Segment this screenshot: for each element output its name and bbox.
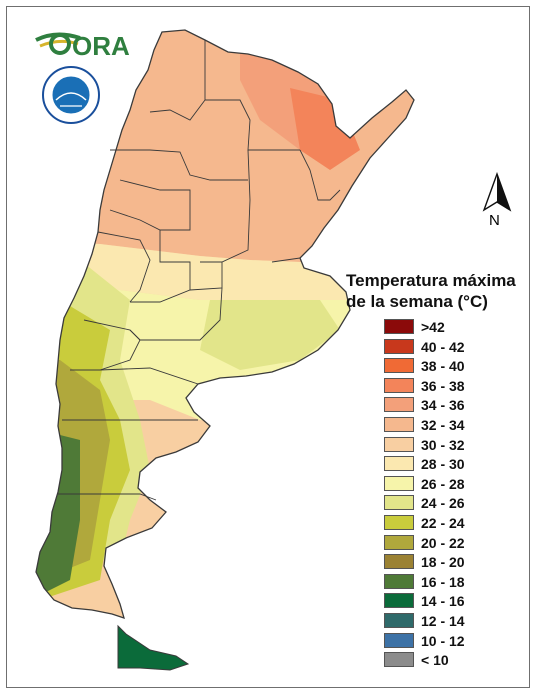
legend-swatch — [384, 397, 414, 413]
legend-label: 18 - 20 — [421, 554, 465, 571]
smn-seal — [42, 66, 100, 124]
legend-label: >42 — [421, 319, 445, 335]
tierra-del-fuego — [117, 624, 190, 671]
legend-swatch — [384, 593, 414, 609]
legend-swatch — [384, 377, 414, 393]
legend-swatch — [384, 338, 414, 354]
legend-label: 32 - 34 — [421, 417, 465, 433]
legend-item: 38 - 40 — [384, 357, 524, 376]
legend-item: 28 - 30 — [384, 455, 524, 474]
legend-item: >42 — [384, 318, 524, 337]
legend-swatch — [384, 652, 414, 668]
temperature-zone — [200, 300, 340, 370]
legend-item: 14 - 16 — [384, 592, 524, 611]
legend-item: 22 - 24 — [384, 514, 524, 533]
legend-swatch — [384, 613, 414, 628]
legend-item: 12 - 14 — [384, 612, 524, 631]
legend-swatch — [384, 319, 414, 334]
north-label: N — [489, 212, 500, 229]
legend-label: 28 - 30 — [421, 456, 465, 473]
legend-title-line1: Temperatura máxima — [346, 271, 516, 290]
legend-item: < 10 — [384, 651, 524, 670]
legend-item: 30 - 32 — [384, 436, 524, 455]
legend-swatch — [384, 417, 414, 432]
legend-swatch — [384, 436, 414, 452]
legend-label: 14 - 16 — [421, 593, 465, 610]
legend-label: 38 - 40 — [421, 358, 465, 375]
legend-item: 32 - 34 — [384, 416, 524, 435]
legend-item: 10 - 12 — [384, 632, 524, 651]
north-arrow: N — [480, 171, 514, 232]
legend-swatch — [384, 632, 414, 648]
legend-item: 18 - 20 — [384, 553, 524, 572]
province-boundaries — [58, 40, 341, 501]
legend-item: 20 - 22 — [384, 534, 524, 553]
legend-label: < 10 — [421, 652, 449, 669]
legend-swatch — [384, 456, 414, 472]
ora-logo-text: ORA — [72, 31, 130, 61]
legend-label: 26 - 28 — [421, 475, 465, 492]
legend-item: 24 - 26 — [384, 494, 524, 513]
legend-label: 36 - 38 — [421, 377, 465, 394]
legend-swatch — [384, 573, 414, 589]
legend-swatch — [384, 495, 414, 511]
legend-label: 24 - 26 — [421, 495, 465, 512]
north-arrow-icon — [482, 171, 512, 212]
legend-item: 40 - 42 — [384, 338, 524, 357]
legend-title-line2: de la semana (°C) — [346, 292, 488, 311]
legend-title: Temperatura máxima de la semana (°C) — [346, 270, 526, 312]
legend-swatch — [384, 475, 414, 491]
legend-label: 10 - 12 — [421, 632, 465, 649]
legend-item: 16 - 18 — [384, 573, 524, 592]
legend-label: 34 - 36 — [421, 397, 465, 414]
legend-item: 34 - 36 — [384, 396, 524, 415]
legend-item: 36 - 38 — [384, 377, 524, 396]
legend-swatch — [384, 534, 414, 550]
legend-label: 22 - 24 — [421, 515, 465, 531]
legend-label: 30 - 32 — [421, 436, 465, 453]
legend-label: 40 - 42 — [421, 338, 465, 355]
map-frame — [6, 6, 530, 688]
legend-label: 16 - 18 — [421, 573, 465, 590]
legend-label: 20 - 22 — [421, 534, 465, 551]
legend-swatch — [384, 358, 414, 374]
legend-label: 12 - 14 — [421, 613, 465, 629]
ora-logo: ORA — [35, 31, 130, 61]
legend-item: 26 - 28 — [384, 475, 524, 494]
legend-swatch — [384, 515, 414, 530]
legend-swatch — [384, 554, 414, 570]
